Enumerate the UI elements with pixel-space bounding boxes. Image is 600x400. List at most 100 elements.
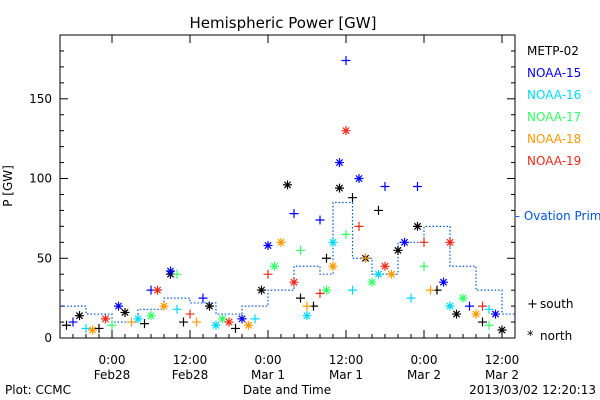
data-point-south (296, 293, 305, 303)
x-tick-label-time: 0:00 (411, 353, 438, 367)
data-point-south (406, 293, 416, 303)
data-point-south (478, 301, 487, 311)
data-point-south (484, 304, 494, 314)
x-tick-label-date: Feb28 (94, 368, 131, 382)
y-tick-label: 50 (37, 251, 52, 265)
data-point-south (94, 323, 104, 333)
data-point-south (289, 209, 299, 219)
data-point-north (257, 285, 266, 295)
legend-entry: NOAA-18 (527, 132, 581, 146)
legend: METP-02 NOAA-15 NOAA-16 NOAA-17 NOAA-18 NOAA-… (514, 44, 600, 344)
legend-symbol: * (527, 329, 534, 344)
hpi-step-line (60, 201, 515, 323)
data-point-north (400, 237, 409, 247)
data-point-north (380, 261, 390, 271)
data-point-north (146, 311, 156, 321)
footer-timestamp: 2013/03/02 12:20:13 (469, 383, 596, 397)
data-points (62, 56, 507, 335)
data-point-north (491, 309, 500, 319)
data-point-north (322, 285, 331, 295)
y-tick-label: 100 (29, 172, 52, 186)
y-tick-label: 150 (29, 92, 52, 106)
data-point-south (348, 285, 357, 295)
data-point-south (296, 245, 305, 255)
data-point-north (335, 183, 344, 193)
data-point-south (348, 193, 357, 203)
data-point-south (478, 317, 487, 327)
data-point-south (322, 253, 331, 263)
data-point-north (335, 158, 344, 168)
data-point-south (68, 317, 78, 327)
data-point-south (380, 182, 390, 191)
x-tick-label-time: 12:00 (329, 353, 364, 367)
data-point-north (302, 311, 312, 321)
data-point-north (367, 277, 377, 287)
data-point-south (361, 253, 370, 263)
data-point-north (341, 126, 351, 136)
data-point-south (484, 320, 494, 330)
data-point-north (354, 174, 364, 184)
data-point-south (179, 317, 188, 327)
data-point-south (315, 215, 325, 225)
data-point-north (413, 221, 422, 231)
legend-entry: NOAA-17 (527, 110, 581, 124)
data-point-north (289, 277, 299, 287)
data-point-south (419, 237, 429, 247)
data-point-north (458, 293, 468, 303)
data-point-north (445, 301, 455, 311)
data-point-south (341, 229, 351, 239)
data-point-south (185, 309, 195, 319)
data-point-south (250, 314, 260, 324)
data-point-north (114, 301, 123, 311)
data-point-south (263, 269, 273, 279)
data-point-north (133, 314, 143, 324)
ovation-prime-hpi-line (60, 201, 515, 323)
data-point-north (211, 320, 221, 330)
data-point-north (328, 237, 338, 247)
data-point-south (413, 182, 422, 191)
plot-frame (59, 34, 516, 339)
data-point-north (374, 269, 383, 279)
data-point-north (244, 320, 253, 330)
data-point-north (75, 311, 84, 321)
x-tick-label-date: Feb28 (172, 368, 209, 382)
data-point-south (374, 205, 383, 215)
legend-symbol-label: north (540, 329, 572, 343)
data-point-north (270, 261, 279, 271)
data-point-south (341, 56, 351, 66)
data-point-south (62, 320, 71, 330)
x-tick-label-time: 0:00 (99, 353, 126, 367)
data-point-north (471, 309, 481, 319)
data-point-north (101, 314, 110, 324)
legend-entry: NOAA-15 (527, 66, 581, 80)
data-point-north (159, 301, 169, 311)
data-point-north (452, 309, 461, 319)
data-point-north (387, 269, 396, 279)
data-point-north (120, 307, 130, 317)
footer-source: Plot: CCMC (5, 383, 71, 397)
data-point-north (276, 237, 286, 247)
chart-title: Hemispheric Power [GW] (190, 14, 377, 32)
y-axis-label: P [GW] (1, 165, 15, 207)
x-tick-label-date: Mar 2 (485, 368, 519, 382)
data-point-south (465, 301, 474, 311)
data-point-north (166, 266, 175, 276)
data-point-north (153, 285, 162, 295)
data-point-south (198, 293, 208, 303)
data-point-north (328, 261, 338, 271)
data-point-north (283, 180, 292, 190)
data-point-south (426, 285, 435, 295)
data-point-north (445, 237, 455, 247)
legend-symbol-label: south (540, 297, 574, 311)
x-axis-label: Date and Time (243, 383, 331, 397)
data-point-south (354, 221, 364, 231)
data-point-south (419, 261, 429, 271)
data-point-north (439, 277, 448, 287)
data-point-north (88, 325, 97, 335)
x-tick-label-time: 12:00 (173, 353, 208, 367)
legend-entry: NOAA-16 (527, 88, 581, 102)
data-point-south (140, 319, 149, 329)
data-point-north (218, 314, 227, 324)
